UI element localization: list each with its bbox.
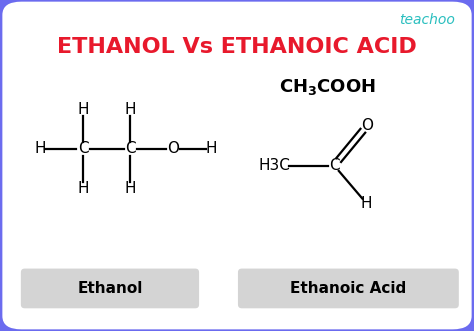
Text: ETHANOL Vs ETHANOIC ACID: ETHANOL Vs ETHANOIC ACID bbox=[57, 37, 417, 57]
Text: H: H bbox=[125, 181, 136, 196]
FancyBboxPatch shape bbox=[21, 268, 199, 308]
Text: C: C bbox=[78, 141, 88, 157]
Text: C: C bbox=[329, 158, 339, 173]
Text: C: C bbox=[125, 141, 136, 157]
Text: teachoo: teachoo bbox=[399, 13, 455, 27]
Text: H: H bbox=[77, 102, 89, 117]
Text: H: H bbox=[35, 141, 46, 157]
Text: O: O bbox=[361, 118, 374, 133]
Text: Ethanol: Ethanol bbox=[77, 281, 143, 296]
Text: O: O bbox=[167, 141, 179, 157]
FancyBboxPatch shape bbox=[238, 268, 459, 308]
Text: H3C: H3C bbox=[259, 158, 291, 173]
Text: H: H bbox=[361, 196, 372, 211]
Text: $\mathbf{CH_3COOH}$: $\mathbf{CH_3COOH}$ bbox=[279, 77, 375, 97]
Text: H: H bbox=[125, 102, 136, 117]
Text: H: H bbox=[77, 181, 89, 196]
Text: H: H bbox=[205, 141, 217, 157]
Text: Ethanoic Acid: Ethanoic Acid bbox=[290, 281, 407, 296]
